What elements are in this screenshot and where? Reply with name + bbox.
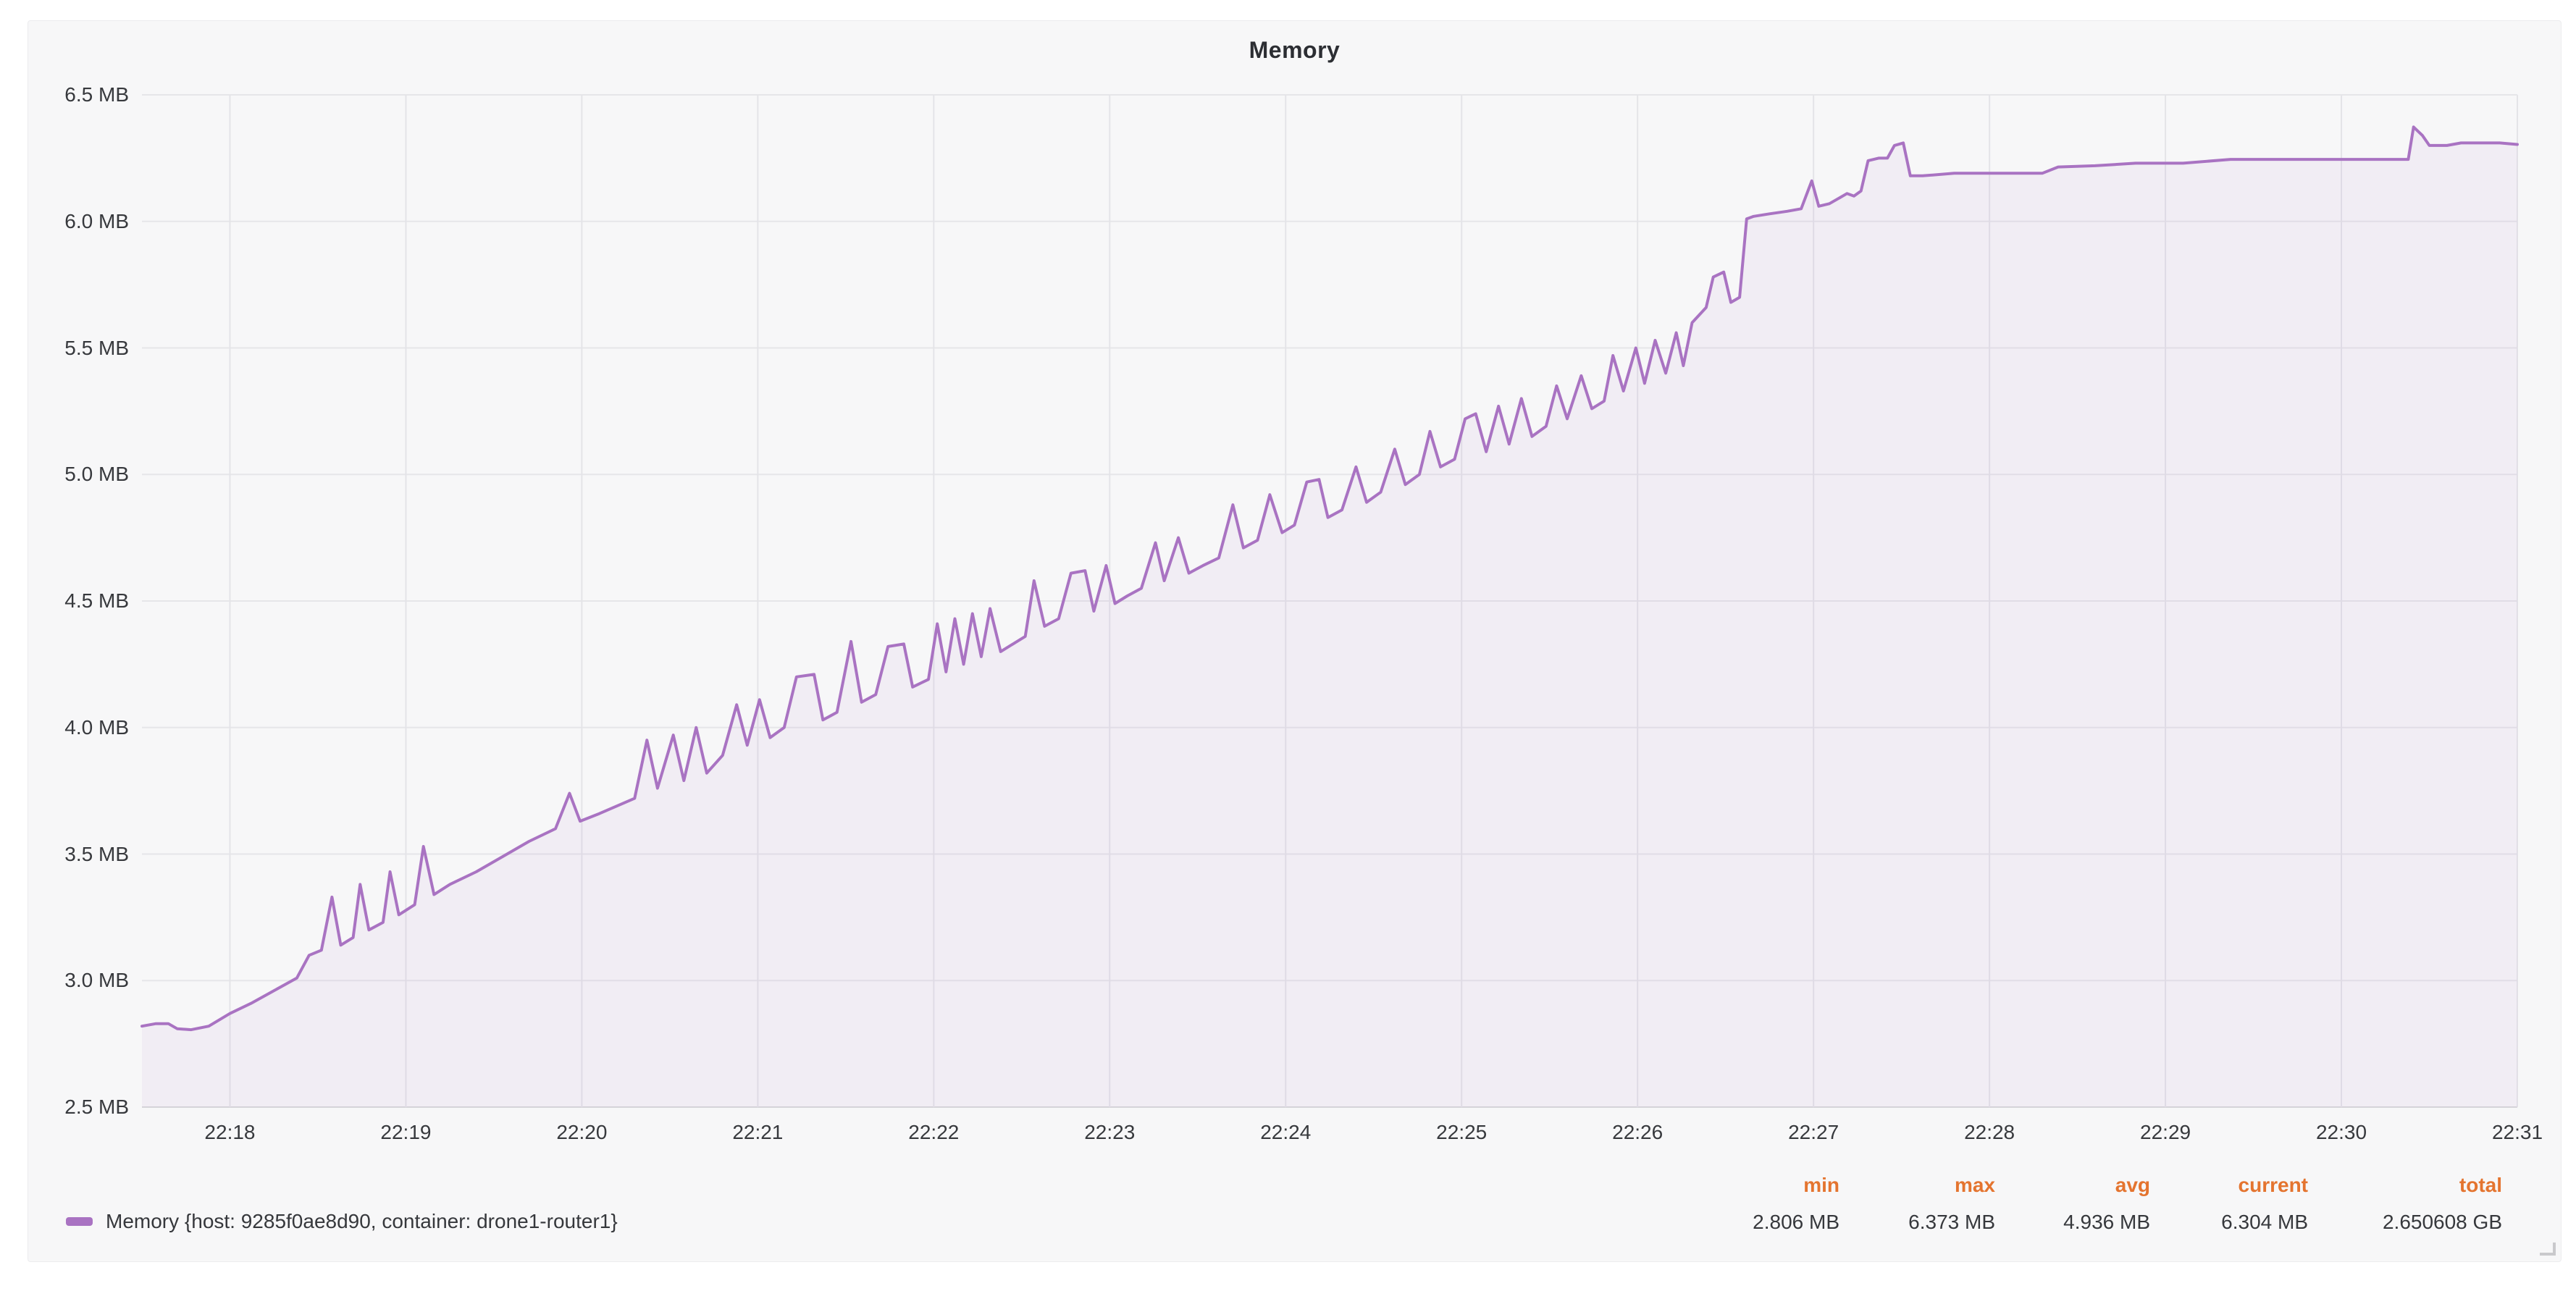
x-tick-label: 22:28	[1964, 1121, 2015, 1143]
memory-series-line	[140, 125, 2519, 1032]
legend-series-label: Memory {host: 9285f0ae8d90, container: d…	[106, 1210, 618, 1232]
y-tick-label: 3.0 MB	[64, 969, 129, 992]
y-tick-label: 6.0 MB	[64, 209, 129, 232]
series-color-swatch-icon	[66, 1217, 93, 1226]
x-tick-label: 22:26	[1612, 1121, 1664, 1143]
x-tick-label: 22:20	[556, 1121, 608, 1143]
stat-header-max: max	[1954, 1174, 1995, 1196]
stat-value-max: 6.373 MB	[1908, 1211, 1995, 1233]
stat-header-avg: avg	[2115, 1174, 2150, 1196]
x-tick-label: 22:27	[1788, 1121, 1839, 1143]
stat-header-total: total	[2459, 1174, 2502, 1196]
memory-chart-plot[interactable]	[28, 21, 2562, 1263]
y-tick-label: 4.5 MB	[64, 589, 129, 612]
legend-row: Memory {host: 9285f0ae8d90, container: d…	[28, 21, 2561, 1261]
stat-value-current: 6.304 MB	[2221, 1211, 2308, 1233]
stat-header-current: current	[2238, 1174, 2308, 1196]
legend-item-memory[interactable]: Memory {host: 9285f0ae8d90, container: d…	[66, 1207, 618, 1236]
stat-value-min: 2.806 MB	[1753, 1211, 1839, 1233]
y-tick-label: 5.0 MB	[64, 463, 129, 486]
y-tick-label: 3.5 MB	[64, 842, 129, 865]
y-tick-label: 2.5 MB	[64, 1096, 129, 1118]
x-tick-label: 22:31	[2491, 1121, 2543, 1143]
x-tick-label: 22:25	[1436, 1121, 1488, 1143]
x-tick-label: 22:18	[204, 1121, 256, 1143]
y-tick-label: 5.5 MB	[64, 336, 129, 359]
stat-value-total: 2.650608 GB	[2382, 1211, 2502, 1233]
stat-header-min: min	[1803, 1174, 1839, 1196]
memory-graph-panel: Memory 6.5 MB 6.0 MB 5.5 MB 5.0 MB 4.5 MB 4.0…	[28, 20, 2562, 1262]
panel-title[interactable]: Memory	[1249, 37, 1341, 63]
x-tick-label: 22:29	[2140, 1121, 2191, 1143]
x-tick-label: 22:24	[1260, 1121, 1312, 1143]
x-tick-label: 22:30	[2315, 1121, 2367, 1143]
y-tick-label: 4.0 MB	[64, 715, 129, 739]
x-tick-label: 22:21	[732, 1121, 784, 1143]
x-tick-label: 22:22	[908, 1121, 960, 1143]
x-tick-label: 22:23	[1084, 1121, 1136, 1143]
stat-value-avg: 4.936 MB	[2063, 1211, 2150, 1233]
x-tick-label: 22:19	[380, 1121, 432, 1143]
y-tick-label: 6.5 MB	[64, 83, 129, 106]
panel-resize-handle-icon[interactable]	[2540, 1243, 2556, 1256]
memory-series-area	[142, 127, 2517, 1107]
